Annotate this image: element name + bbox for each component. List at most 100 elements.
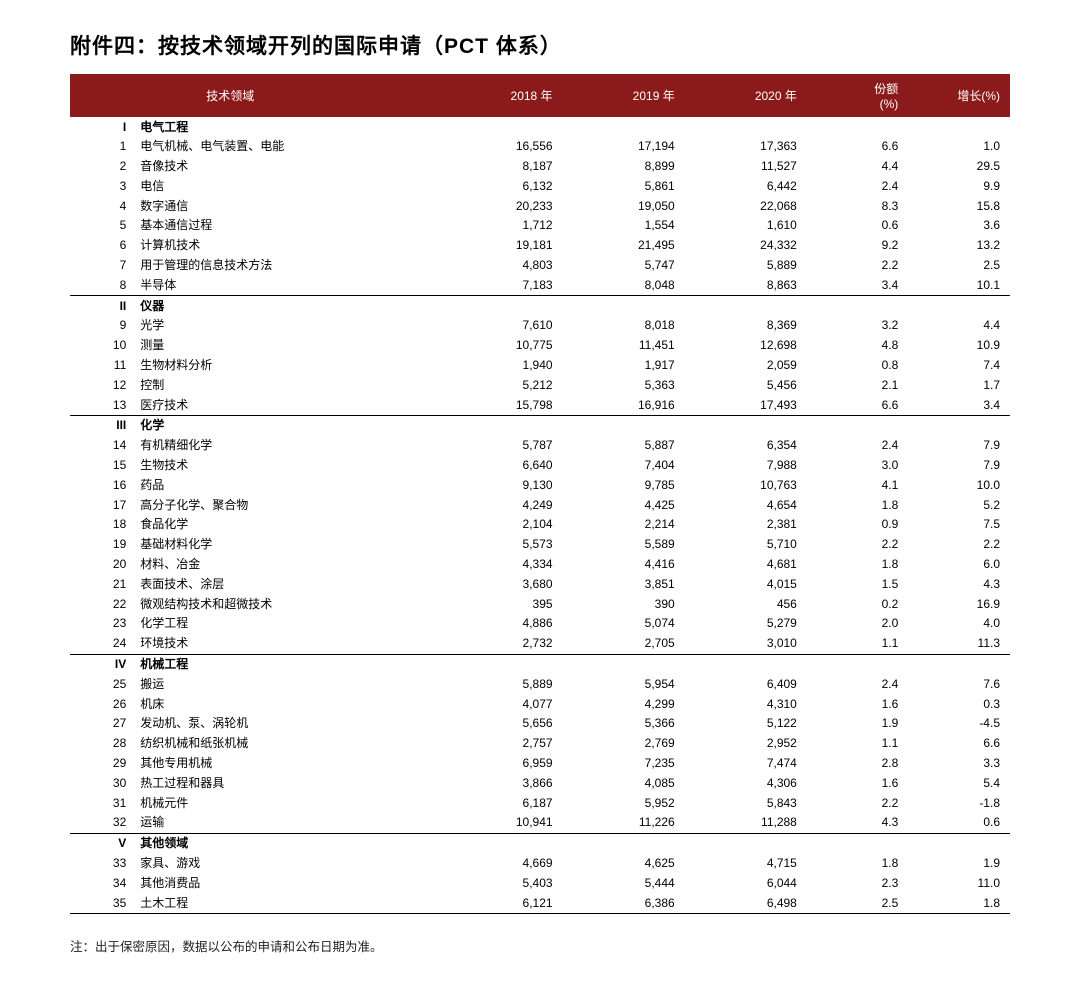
cell-growth: 7.6 (902, 674, 1010, 694)
section-label: 其他领域 (136, 833, 434, 853)
cell-growth: -4.5 (902, 714, 1010, 734)
cell-2020: 11,288 (679, 813, 801, 833)
cell-2019: 5,747 (557, 256, 679, 276)
cell-2018: 6,121 (434, 893, 556, 913)
row-name: 基础材料化学 (136, 535, 434, 555)
cell-2018: 5,573 (434, 535, 556, 555)
col-tech: 技术领域 (136, 74, 434, 117)
cell-2018: 2,732 (434, 634, 556, 654)
cell-2020: 456 (679, 594, 801, 614)
table-row: 34其他消费品5,4035,4446,0442.311.0 (70, 873, 1010, 893)
cell-2019: 5,444 (557, 873, 679, 893)
cell-2019: 19,050 (557, 196, 679, 216)
col-blank (70, 74, 136, 117)
table-row: 35土木工程6,1216,3866,4982.51.8 (70, 893, 1010, 913)
row-name: 机床 (136, 694, 434, 714)
table-row: 17高分子化学、聚合物4,2494,4254,6541.85.2 (70, 495, 1010, 515)
cell-2020: 8,369 (679, 316, 801, 336)
cell-growth: 7.9 (902, 456, 1010, 476)
cell-share: 4.8 (801, 336, 902, 356)
row-index: 12 (70, 375, 136, 395)
cell-share: 6.6 (801, 137, 902, 157)
row-name: 基本通信过程 (136, 216, 434, 236)
section-roman: III (70, 415, 136, 435)
cell-2019: 11,451 (557, 336, 679, 356)
table-row: 3电信6,1325,8616,4422.49.9 (70, 176, 1010, 196)
cell-2020: 5,122 (679, 714, 801, 734)
cell-share: 1.5 (801, 574, 902, 594)
cell-2020: 5,710 (679, 535, 801, 555)
row-name: 医疗技术 (136, 395, 434, 415)
cell-2019: 2,705 (557, 634, 679, 654)
cell-growth: 11.0 (902, 873, 1010, 893)
cell-2019: 4,299 (557, 694, 679, 714)
header-row: 技术领域 2018 年 2019 年 2020 年 份额 (%) 增长(%) (70, 74, 1010, 117)
cell-2018: 7,610 (434, 316, 556, 336)
row-name: 表面技术、涂层 (136, 574, 434, 594)
row-name: 土木工程 (136, 893, 434, 913)
cell-share: 2.2 (801, 535, 902, 555)
cell-share: 2.3 (801, 873, 902, 893)
cell-growth: 1.7 (902, 375, 1010, 395)
row-index: 6 (70, 236, 136, 256)
row-index: 11 (70, 356, 136, 376)
table-row: 7用于管理的信息技术方法4,8035,7475,8892.22.5 (70, 256, 1010, 276)
row-name: 发动机、泵、涡轮机 (136, 714, 434, 734)
cell-2019: 4,085 (557, 773, 679, 793)
table-row: 18食品化学2,1042,2142,3810.97.5 (70, 515, 1010, 535)
cell-growth: 5.4 (902, 773, 1010, 793)
cell-growth: 13.2 (902, 236, 1010, 256)
cell-2020: 7,988 (679, 456, 801, 476)
cell-growth: 9.9 (902, 176, 1010, 196)
table-row: 28纺织机械和纸张机械2,7572,7692,9521.16.6 (70, 734, 1010, 754)
cell-share: 8.3 (801, 196, 902, 216)
cell-2019: 5,861 (557, 176, 679, 196)
cell-share: 1.8 (801, 853, 902, 873)
table-row: 13医疗技术15,79816,91617,4936.63.4 (70, 395, 1010, 415)
cell-2020: 4,715 (679, 853, 801, 873)
section-label: 机械工程 (136, 654, 434, 674)
cell-2020: 6,498 (679, 893, 801, 913)
row-index: 9 (70, 316, 136, 336)
cell-2018: 8,187 (434, 157, 556, 177)
cell-2018: 3,866 (434, 773, 556, 793)
row-index: 29 (70, 754, 136, 774)
col-growth: 增长(%) (902, 74, 1010, 117)
footnote: 注：出于保密原因，数据以公布的申请和公布日期为准。 (70, 936, 1010, 955)
table-row: 23化学工程4,8865,0745,2792.04.0 (70, 614, 1010, 634)
row-index: 8 (70, 275, 136, 295)
row-name: 纺织机械和纸张机械 (136, 734, 434, 754)
cell-2019: 5,363 (557, 375, 679, 395)
cell-2019: 6,386 (557, 893, 679, 913)
table-row: 33家具、游戏4,6694,6254,7151.81.9 (70, 853, 1010, 873)
section-roman: I (70, 117, 136, 137)
cell-share: 3.4 (801, 275, 902, 295)
cell-growth: -1.8 (902, 793, 1010, 813)
cell-2020: 17,493 (679, 395, 801, 415)
cell-2020: 11,527 (679, 157, 801, 177)
cell-growth: 1.9 (902, 853, 1010, 873)
table-row: 29其他专用机械6,9597,2357,4742.83.3 (70, 754, 1010, 774)
cell-growth: 4.3 (902, 574, 1010, 594)
table-row: 22微观结构技术和超微技术3953904560.216.9 (70, 594, 1010, 614)
cell-growth: 7.5 (902, 515, 1010, 535)
cell-2019: 2,214 (557, 515, 679, 535)
cell-share: 1.6 (801, 773, 902, 793)
row-name: 高分子化学、聚合物 (136, 495, 434, 515)
row-index: 23 (70, 614, 136, 634)
cell-share: 1.8 (801, 555, 902, 575)
cell-2018: 9,130 (434, 475, 556, 495)
row-index: 28 (70, 734, 136, 754)
cell-2018: 19,181 (434, 236, 556, 256)
row-name: 药品 (136, 475, 434, 495)
cell-share: 2.4 (801, 674, 902, 694)
cell-2019: 8,899 (557, 157, 679, 177)
table-row: 20材料、冶金4,3344,4164,6811.86.0 (70, 555, 1010, 575)
row-index: 13 (70, 395, 136, 415)
cell-2018: 1,940 (434, 356, 556, 376)
cell-2020: 5,456 (679, 375, 801, 395)
row-index: 27 (70, 714, 136, 734)
cell-growth: 16.9 (902, 594, 1010, 614)
cell-2018: 4,249 (434, 495, 556, 515)
cell-growth: 4.4 (902, 316, 1010, 336)
